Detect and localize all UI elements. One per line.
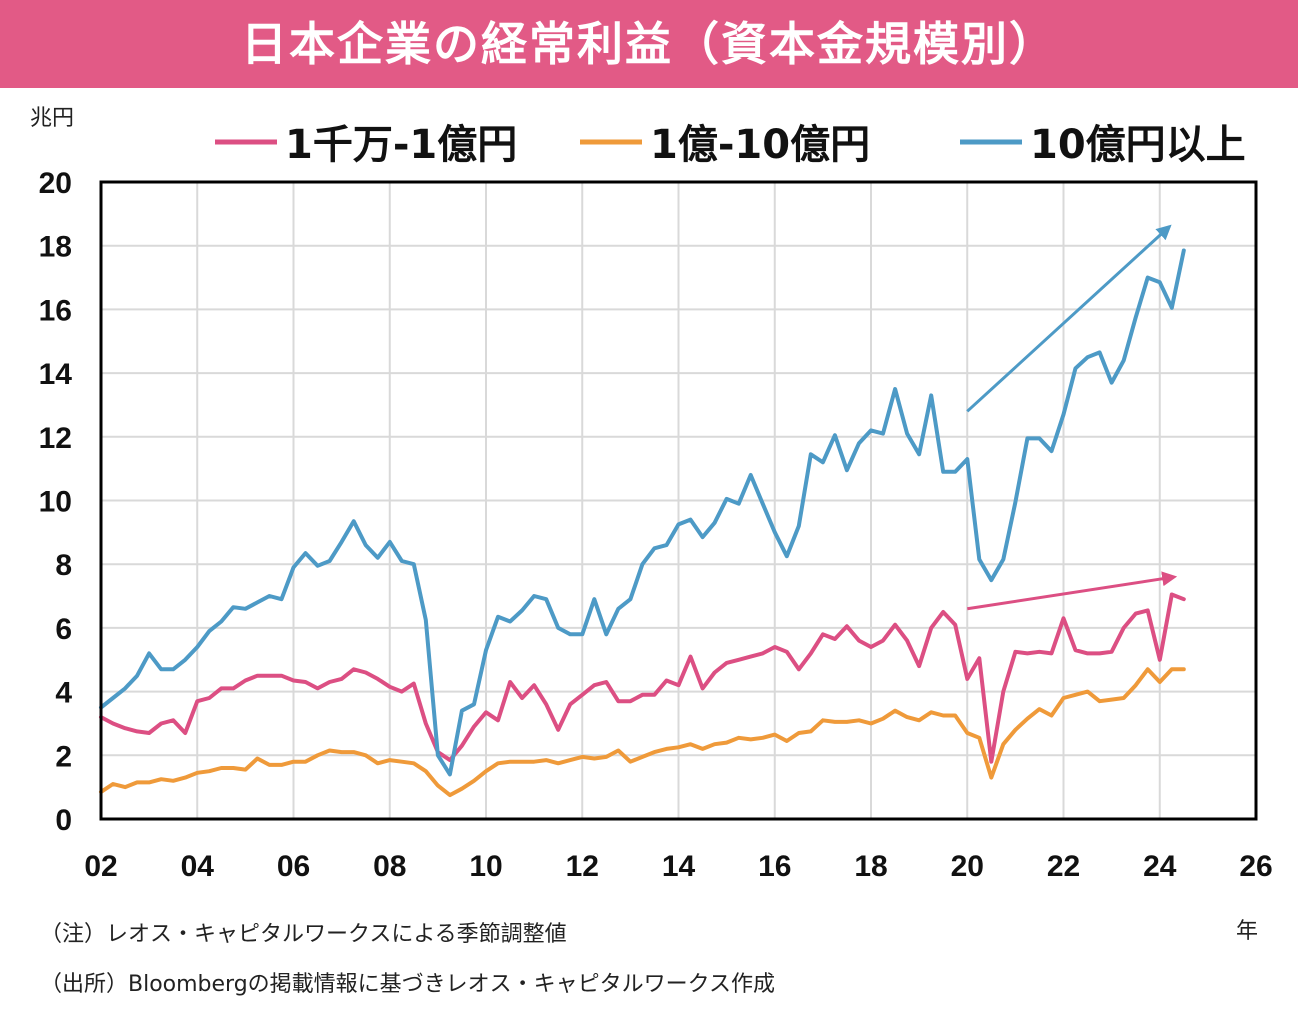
x-tick-label: 02 xyxy=(84,850,117,883)
legend-label: 10億円以上 xyxy=(1030,122,1246,168)
x-tick-label: 14 xyxy=(662,850,696,883)
x-tick-label: 10 xyxy=(469,850,502,883)
legend: 1千万-1億円 1億-10億円 10億円以上 xyxy=(215,122,1246,168)
y-tick-label: 16 xyxy=(39,294,72,327)
x-tick-label: 06 xyxy=(277,850,310,883)
plot-frame xyxy=(99,180,1258,821)
x-tick-label: 22 xyxy=(1047,850,1080,883)
y-tick-label: 8 xyxy=(55,549,72,582)
y-tick-label: 14 xyxy=(39,358,73,391)
x-tick-label: 24 xyxy=(1143,850,1177,883)
x-tick-label: 16 xyxy=(758,850,791,883)
source-note: （出所）Bloombergの掲載情報に基づきレオス・キャピタルワークス作成 xyxy=(40,972,776,997)
title-banner xyxy=(0,0,1298,88)
y-tick-label: 20 xyxy=(39,167,72,200)
series-lines xyxy=(99,248,1186,798)
y-tick-label: 0 xyxy=(55,804,72,837)
y-tick-label: 4 xyxy=(55,677,72,710)
trend-arrows xyxy=(966,224,1178,611)
x-tick-label: 12 xyxy=(566,850,599,883)
trend-arrow xyxy=(966,224,1172,413)
series-line xyxy=(99,592,1186,764)
trend-arrow xyxy=(967,571,1178,611)
x-tick-label: 18 xyxy=(854,850,887,883)
series-line xyxy=(99,667,1186,798)
y-tick-label: 10 xyxy=(39,486,72,519)
x-tick-label: 04 xyxy=(181,850,215,883)
footnote: （注）レオス・キャピタルワークスによる季節調整値 xyxy=(40,922,567,947)
y-axis-label: 兆円 xyxy=(30,105,74,130)
y-tick-label: 6 xyxy=(55,613,72,646)
x-tick-labels: 02 04 06 08 10 12 14 16 18 20 22 24 26 xyxy=(84,850,1272,883)
chart-title: 日本企業の経常利益（資本金規模別） xyxy=(241,17,1057,71)
y-tick-labels: 0 2 4 6 8 10 12 14 16 18 20 xyxy=(39,167,73,837)
x-tick-label: 26 xyxy=(1239,850,1272,883)
y-tick-label: 18 xyxy=(39,231,72,264)
grid xyxy=(100,181,1257,820)
y-tick-label: 2 xyxy=(55,740,72,773)
series-line xyxy=(99,248,1186,777)
legend-label: 1億-10億円 xyxy=(650,122,870,168)
x-tick-label: 20 xyxy=(951,850,984,883)
y-tick-label: 12 xyxy=(39,422,72,455)
legend-label: 1千万-1億円 xyxy=(285,122,517,168)
x-tick-label: 08 xyxy=(373,850,406,883)
x-axis-label: 年 xyxy=(1236,918,1258,943)
